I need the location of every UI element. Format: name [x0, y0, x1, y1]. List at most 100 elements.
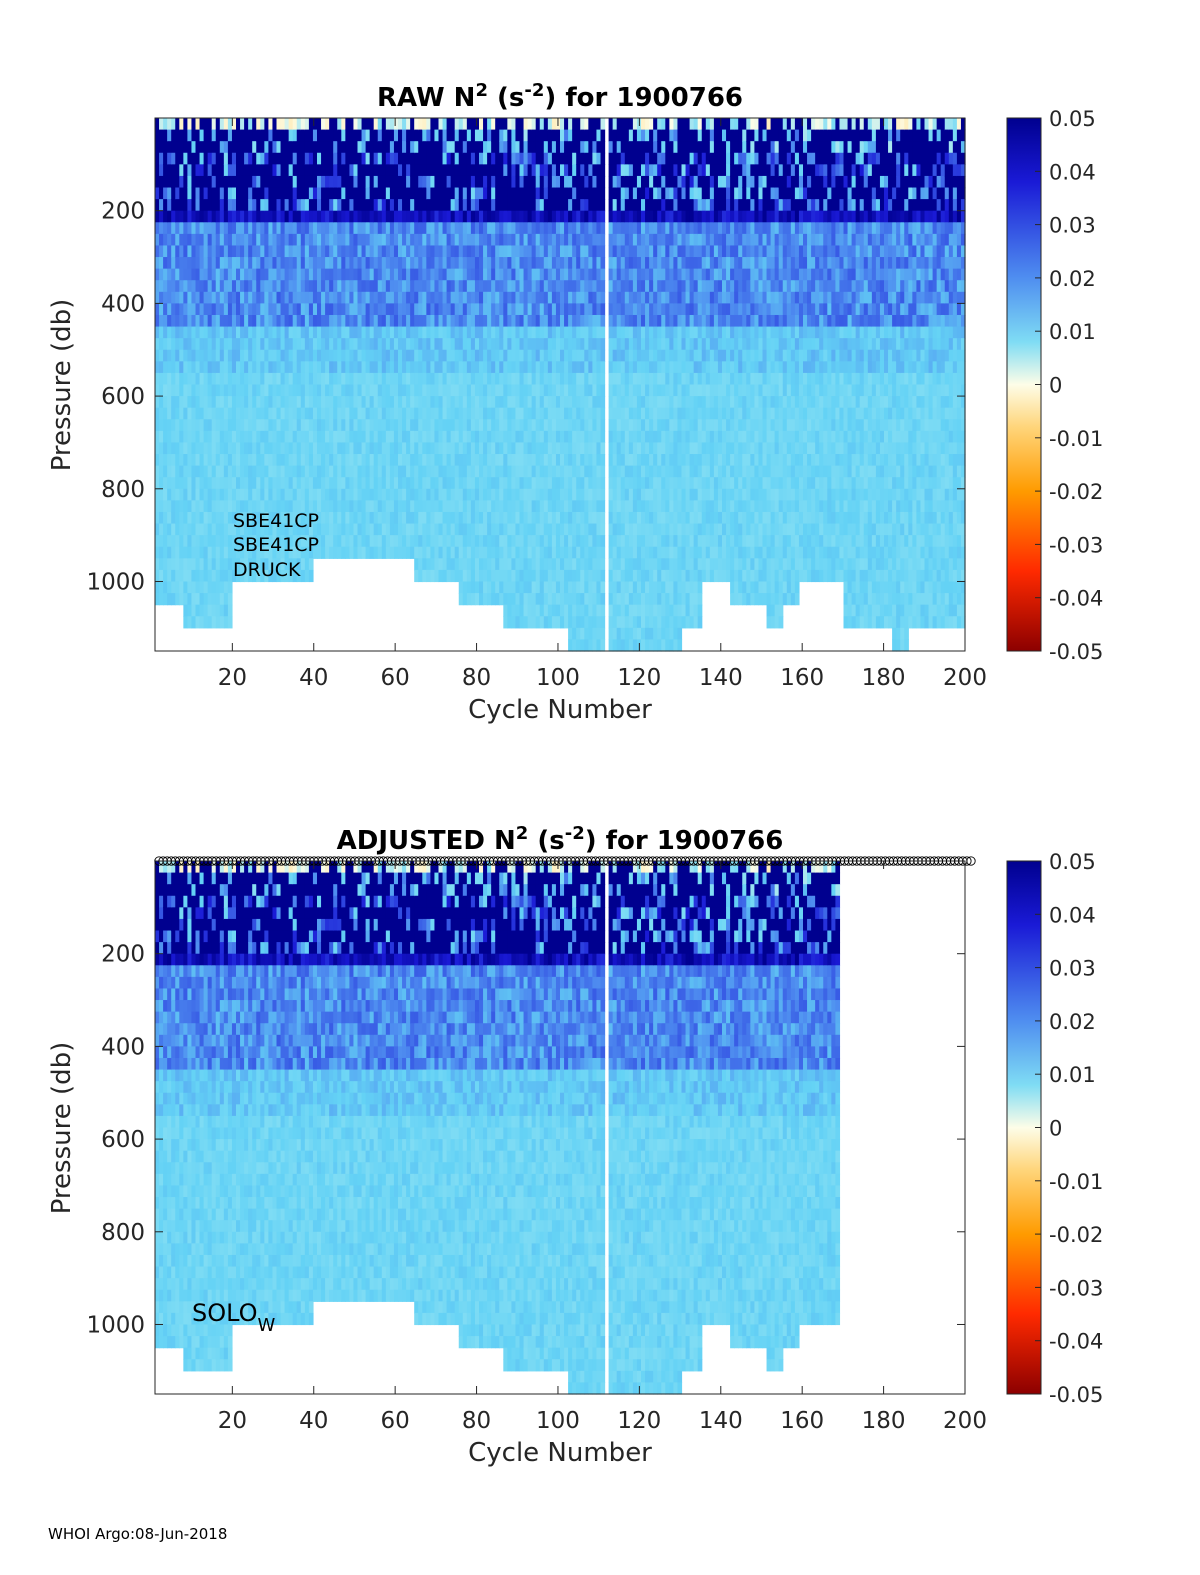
- heatmap-cell: [474, 141, 480, 154]
- heatmap-cell: [588, 361, 593, 374]
- heatmap-cell: [462, 569, 468, 583]
- heatmap-cell: [252, 361, 257, 374]
- heatmap-cell: [357, 129, 363, 142]
- heatmap-cell: [572, 384, 577, 397]
- heatmap-cell: [531, 511, 537, 525]
- heatmap-cell: [410, 454, 415, 467]
- heatmap-cell: [349, 129, 355, 142]
- heatmap-cell: [179, 384, 184, 397]
- heatmap-cell: [385, 535, 391, 548]
- heatmap-cell: [321, 199, 326, 212]
- heatmap-cell: [487, 164, 492, 177]
- heatmap-cell: [175, 593, 180, 606]
- heatmap-cell: [345, 523, 350, 536]
- heatmap-cell: [636, 419, 642, 432]
- heatmap-cell: [159, 233, 164, 247]
- heatmap-cell: [219, 488, 225, 501]
- heatmap-cell: [300, 141, 306, 154]
- heatmap-cell: [171, 546, 176, 559]
- heatmap-cell: [568, 419, 573, 432]
- heatmap-cell: [175, 372, 180, 386]
- heatmap-cell: [159, 442, 164, 455]
- heatmap-cell: [345, 349, 350, 362]
- heatmap-cell: [495, 338, 500, 351]
- heatmap-cell: [600, 558, 606, 571]
- heatmap-cell: [191, 593, 197, 606]
- heatmap-cell: [612, 222, 618, 235]
- heatmap-cell: [207, 442, 213, 455]
- heatmap-cell: [381, 129, 387, 142]
- heatmap-cell: [450, 430, 456, 444]
- heatmap-cell: [628, 175, 634, 189]
- heatmap-cell: [369, 419, 375, 432]
- heatmap-cell: [616, 546, 622, 559]
- heatmap-cell: [547, 511, 553, 525]
- heatmap-cell: [608, 175, 614, 189]
- heatmap-cell: [357, 303, 363, 316]
- heatmap-cell: [171, 187, 176, 200]
- heatmap-cell: [215, 558, 221, 571]
- heatmap-cell: [353, 338, 359, 351]
- heatmap-cell: [171, 233, 176, 247]
- heatmap-cell: [195, 199, 201, 212]
- heatmap-cell: [600, 535, 606, 548]
- heatmap-cell: [353, 372, 359, 386]
- heatmap-cell: [539, 326, 545, 339]
- heatmap-cell: [163, 199, 168, 212]
- heatmap-cell: [155, 338, 160, 351]
- heatmap-cell: [479, 314, 484, 328]
- heatmap-cell: [576, 187, 581, 200]
- heatmap-cell: [560, 349, 565, 362]
- heatmap-cell: [296, 280, 302, 293]
- heatmap-cell: [252, 222, 257, 235]
- heatmap-cell: [223, 477, 229, 490]
- heatmap-cell: [195, 152, 201, 165]
- heatmap-cell: [620, 338, 626, 351]
- heatmap-cell: [539, 199, 545, 212]
- heatmap-cell: [167, 303, 172, 316]
- heatmap-cell: [596, 210, 602, 223]
- heatmap-cell: [588, 477, 593, 490]
- heatmap-cell: [248, 303, 253, 316]
- heatmap-cell: [446, 314, 452, 328]
- heatmap-cell: [495, 419, 500, 432]
- heatmap-cell: [474, 291, 480, 304]
- heatmap-cell: [414, 569, 419, 583]
- heatmap-cell: [179, 257, 184, 270]
- heatmap-cell: [487, 419, 492, 432]
- heatmap-cell: [636, 396, 642, 409]
- heatmap-cell: [580, 430, 585, 444]
- heatmap-cell: [357, 187, 363, 200]
- heatmap-cell: [203, 454, 209, 467]
- heatmap-cell: [600, 593, 606, 606]
- heatmap-cell: [612, 442, 618, 455]
- heatmap-cell: [450, 569, 456, 583]
- heatmap-cell: [539, 338, 545, 351]
- heatmap-cell: [211, 210, 217, 223]
- heatmap-cell: [325, 175, 330, 189]
- heatmap-cell: [300, 175, 306, 189]
- heatmap-cell: [632, 500, 638, 513]
- heatmap-cell: [199, 511, 205, 525]
- heatmap-cell: [507, 430, 512, 444]
- heatmap-cell: [357, 199, 363, 212]
- heatmap-cell: [393, 419, 399, 432]
- heatmap-cell: [495, 396, 500, 409]
- heatmap-cell: [191, 164, 197, 177]
- heatmap-cell: [163, 152, 168, 165]
- heatmap-cell: [300, 210, 306, 223]
- heatmap-cell: [503, 280, 508, 293]
- heatmap-cell: [560, 477, 565, 490]
- heatmap-cell: [414, 210, 419, 223]
- heatmap-cell: [418, 349, 423, 362]
- heatmap-cell: [434, 291, 440, 304]
- heatmap-cell: [179, 268, 184, 281]
- heatmap-cell: [227, 430, 233, 444]
- heatmap-cell: [256, 175, 261, 189]
- heatmap-cell: [353, 210, 359, 223]
- heatmap-cell: [240, 199, 245, 212]
- heatmap-cell: [183, 442, 188, 455]
- heatmap-cell: [527, 129, 533, 142]
- heatmap-cell: [483, 535, 488, 548]
- heatmap-cell: [325, 222, 330, 235]
